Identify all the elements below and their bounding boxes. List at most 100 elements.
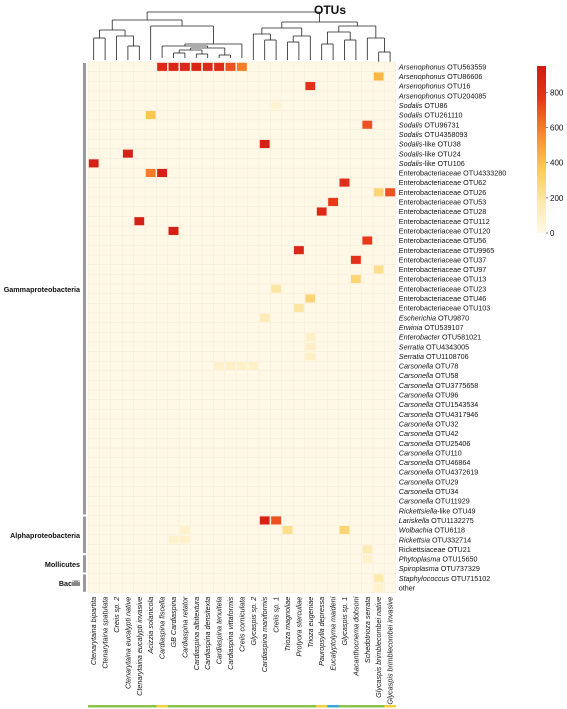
host-strip-segment (236, 705, 248, 708)
host-strip-segment (270, 705, 282, 708)
row-label-otu: Enterobacteriaceae OTU9965 (399, 246, 495, 255)
row-label-otu: OTU563559 (445, 62, 486, 71)
row-label: Enterobacteriaceae OTU4333280 (399, 169, 506, 178)
heatmap-cell (373, 573, 384, 583)
host-strip-segment (373, 705, 385, 708)
row-label-genus: Rickettsia (399, 535, 430, 544)
row-label-genus: Carsonella (399, 477, 433, 486)
row-label-otu: OTU86606 (445, 72, 482, 81)
column-label: Glycaspis sp. 1 (340, 597, 349, 646)
heatmap-cell (339, 178, 350, 187)
color-legend: 0 200 400 600 800 (537, 66, 564, 238)
colorbar-bar (537, 66, 546, 233)
heatmap-cell (179, 62, 191, 72)
row-label: Enterobacteriaceae OTU9965 (399, 246, 495, 255)
group-label: Bacilli (59, 579, 80, 588)
row-label-otu: OTU539107 (422, 323, 463, 332)
row-label-genus: Carsonella (399, 448, 433, 457)
column-label: Trioza eugeniae (306, 597, 315, 648)
row-label-otu: Enterobacteriaceae OTU46 (399, 294, 487, 303)
column-label: Ctenarytaina spatulata (101, 597, 110, 669)
row-label: Enterobacteriaceae OTU103 (399, 304, 491, 313)
row-label: Carsonella OTU78 (399, 362, 459, 371)
row-label: Serratia OTU4343005 (399, 342, 469, 351)
column-label: Glycaspis sp. 2 (249, 597, 258, 646)
row-label-otu: OTU11929 (433, 497, 470, 506)
row-label: Enterobacteriaceae OTU46 (399, 294, 487, 303)
heatmap-cell (168, 62, 179, 72)
row-label-genus: Rickettsiella (399, 506, 437, 515)
row-label: Carsonella OTU25406 (399, 439, 471, 448)
row-label-otu: OTU6118 (432, 526, 465, 535)
row-label-otu: OTU29 (433, 477, 458, 486)
row-label-genus: Carsonella (399, 371, 433, 380)
row-label-genus: Spiroplasma (399, 564, 439, 573)
group-bar (83, 63, 86, 515)
host-strip-segment (338, 705, 351, 708)
heatmap-cell (225, 62, 236, 72)
heatmap-cell (384, 187, 396, 197)
row-label-genus: Sodalis (399, 149, 423, 158)
row-label: Sodalis-like OTU38 (399, 140, 461, 149)
heatmap-cell (350, 255, 362, 265)
row-label: Enterobacteriaceae OTU97 (399, 265, 487, 274)
heatmap-background (88, 62, 396, 593)
row-label-otu: Enterobacteriaceae OTU53 (399, 198, 487, 207)
row-label: Arsenophonus OTU563559 (398, 62, 487, 71)
row-label: Rickettsia OTU332714 (399, 535, 471, 544)
row-label-otu: Enterobacteriaceae OTU28 (399, 207, 487, 216)
column-label: Creiis corniculata (237, 597, 246, 652)
row-label-otu: Enterobacteriaceae OTU97 (399, 265, 487, 274)
row-label: Sodalis OTU4358093 (399, 130, 468, 139)
heatmap-cell (362, 120, 373, 130)
row-label-genus: Arsenophonus (398, 91, 446, 100)
row-label: Carsonella OTU3775658 (399, 381, 479, 390)
host-strip-segment (167, 705, 180, 708)
row-label-otu: OTU1108706 (424, 352, 469, 361)
row-label-otu: OTU332714 (430, 535, 471, 544)
host-strip-segment (110, 705, 123, 708)
row-label-genus: Carsonella (399, 381, 433, 390)
group-bar (83, 555, 86, 573)
heatmap-cell (305, 332, 316, 342)
heatmap-cell (270, 284, 282, 294)
host-strip-segment (99, 705, 111, 708)
heatmap-cell (305, 342, 316, 352)
column-label: Trioza magnoliae (283, 597, 292, 652)
row-label: Enterobacteriaceae OTU28 (399, 207, 487, 216)
row-label: Wolbachia OTU6118 (399, 526, 465, 535)
row-label-genus: Arsenophonus (398, 62, 446, 71)
row-label: Carsonella OTU34 (399, 487, 459, 496)
host-strip-segment (213, 705, 225, 708)
host-strip-segment (304, 705, 317, 708)
row-label-otu: OTU110 (433, 448, 462, 457)
column-label: Cardiaspina maniformis (260, 596, 269, 672)
heatmap-cell (88, 158, 99, 168)
row-label-otu: OTU581021 (440, 333, 481, 342)
row-label: Carsonella OTU32 (399, 419, 459, 428)
host-strip-segment (122, 705, 134, 708)
column-dendrogram (93, 11, 391, 62)
row-label-genus: Arsenophonus (398, 72, 446, 81)
row-label-otu: -like OTU38 (422, 140, 460, 149)
row-label: Sodalis OTU96731 (399, 120, 460, 129)
column-label: Cardiaspina tenuitela (215, 597, 224, 665)
row-label-otu: Enterobacteriaceae OTU26 (399, 188, 487, 197)
row-label-genus: Sodalis (399, 130, 423, 139)
heatmap-cell (362, 554, 373, 564)
host-strip-segment (179, 705, 191, 708)
colorbar-tick-label: 0 (550, 229, 555, 238)
row-label: Carsonella OTU96 (399, 391, 459, 400)
row-label-otu: -like OTU49 (437, 506, 475, 515)
row-label-genus: Enterobacter (399, 333, 441, 342)
chart-title: OTUs (314, 3, 346, 17)
row-label: Enterobacteriaceae OTU26 (399, 188, 487, 197)
column-label: Cardiaspina vittaformis (226, 596, 235, 670)
row-label: Carsonella OTU29 (399, 477, 459, 486)
row-label-genus: Carsonella (399, 487, 433, 496)
row-label-otu: OTU42 (433, 429, 458, 438)
host-strip-segment (190, 705, 203, 708)
row-label: Enterobacteriaceae OTU53 (399, 198, 487, 207)
heatmap-cell (156, 62, 168, 72)
